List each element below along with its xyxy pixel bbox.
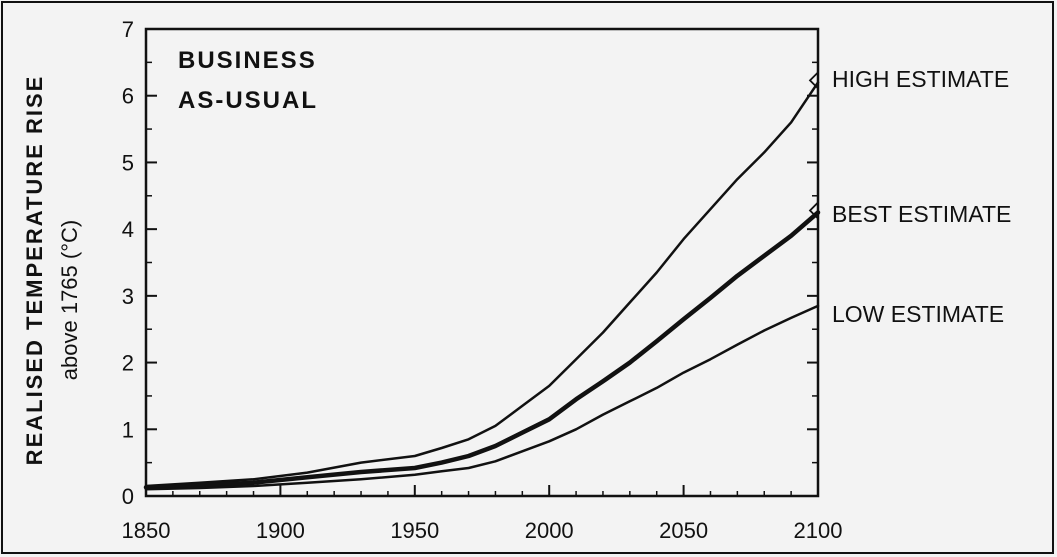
low-estimate-line [144,304,820,491]
low-estimate-label: LOW ESTIMATE [832,301,1004,327]
y-axis-subtitle: above 1765 (°C) [57,220,82,380]
best-estimate-line [143,210,821,490]
best-estimate-end-marker [808,200,819,221]
x-tick-label-2000: 2000 [525,518,574,543]
y-tick-label-3: 3 [122,284,134,309]
best-estimate-label: BEST ESTIMATE [832,201,1011,227]
x-tick-label-2050: 2050 [659,518,708,543]
tick-marks [145,28,819,497]
high-estimate-label: HIGH ESTIMATE [832,66,1009,92]
scenario-label-line-2: AS-USUAL [178,87,318,114]
x-tick-label-2100: 2100 [794,518,843,543]
scenario-label-line-1: BUSINESS [178,47,317,74]
y-tick-label-0: 0 [122,484,134,509]
high-estimate-line [144,81,820,488]
x-tick-label-1950: 1950 [390,518,439,543]
y-axis-title: REALISED TEMPERATURE RISE [22,75,47,466]
y-tick-labels: 0 1 2 3 4 5 6 7 [122,17,134,509]
x-tick-label-1900: 1900 [256,518,305,543]
high-estimate-end-marker [808,70,819,91]
series-end-markers [808,70,819,221]
x-tick-labels: 1850 1900 1950 2000 2050 2100 [122,518,843,543]
x-tick-label-1850: 1850 [122,518,171,543]
y-tick-label-6: 6 [122,84,134,109]
y-tick-label-5: 5 [122,150,134,175]
y-tick-label-1: 1 [122,417,134,442]
y-tick-label-4: 4 [122,217,134,242]
series-lines [143,81,821,491]
y-tick-label-7: 7 [122,17,134,42]
y-tick-label-2: 2 [122,351,134,376]
